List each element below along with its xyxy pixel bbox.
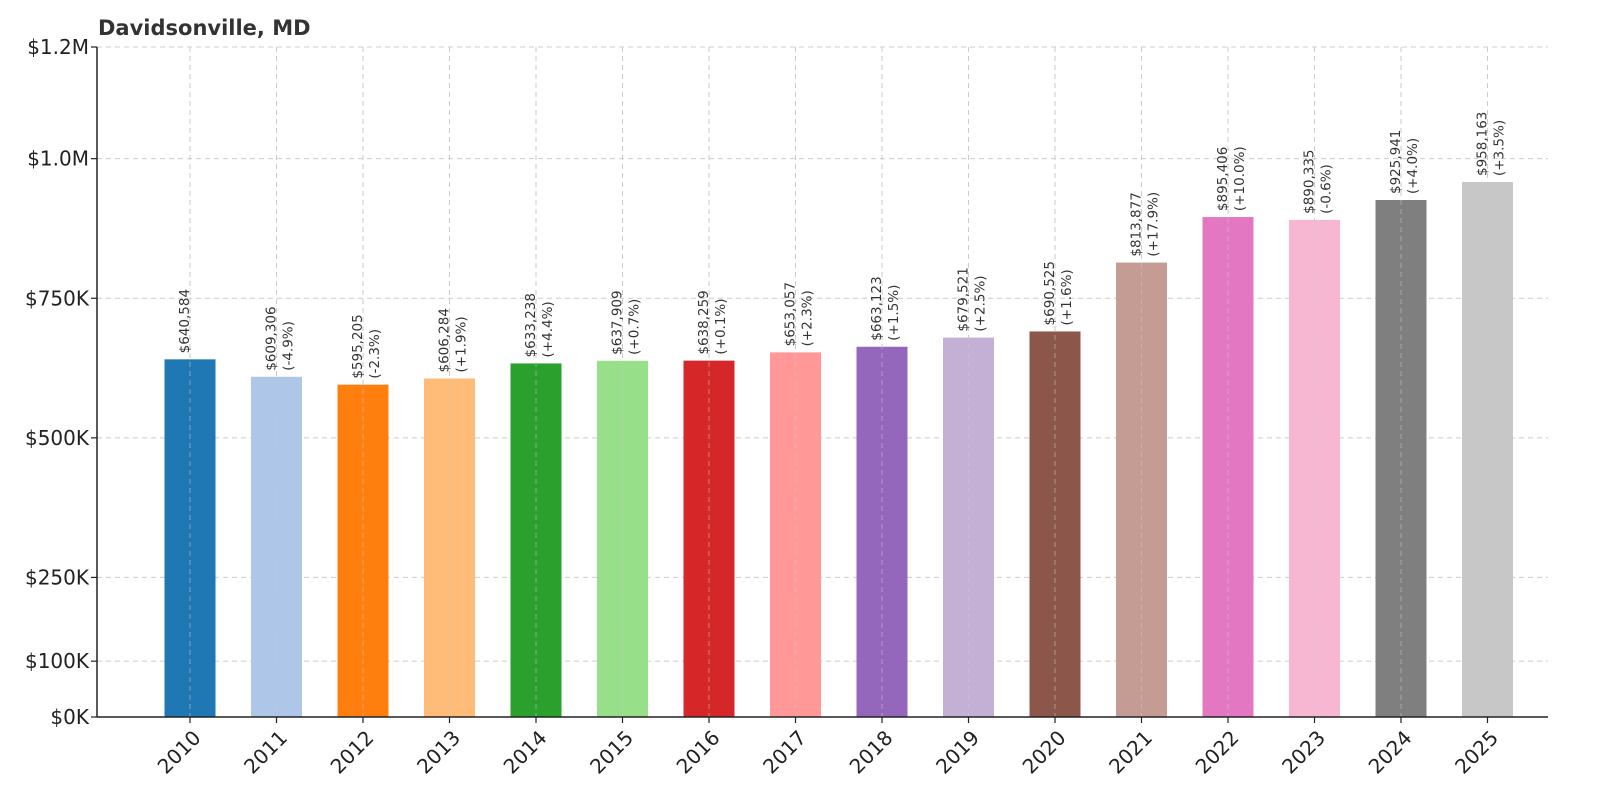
- value-label: $595,205: [350, 314, 366, 378]
- change-label: (+2.3%): [800, 290, 816, 346]
- value-label: $633,238: [523, 293, 539, 357]
- x-tick-label: 2024: [1364, 726, 1417, 779]
- x-tick-label: 2011: [239, 726, 292, 779]
- value-label: $640,584: [177, 289, 193, 353]
- bar-2024: [1375, 200, 1427, 717]
- change-label: (+10.0%): [1232, 146, 1248, 211]
- value-label: $690,525: [1042, 261, 1058, 325]
- change-label: (+0.1%): [713, 298, 729, 354]
- change-label: (+1.6%): [1059, 269, 1075, 325]
- x-tick-label: 2016: [672, 726, 725, 779]
- x-tick-label: 2010: [153, 726, 206, 779]
- value-label: $890,335: [1302, 149, 1318, 213]
- y-tick-label: $500K: [25, 426, 90, 450]
- x-tick-label: 2025: [1450, 726, 1503, 779]
- x-tick-label: 2013: [412, 726, 465, 779]
- change-label: (-0.6%): [1319, 164, 1335, 214]
- value-label: $638,259: [696, 290, 712, 354]
- value-label: $606,284: [437, 308, 453, 372]
- y-tick-label: $1.2M: [27, 35, 89, 59]
- value-label: $637,909: [610, 290, 626, 354]
- x-tick-label: 2015: [585, 726, 638, 779]
- y-tick-label: $100K: [25, 649, 90, 673]
- x-tick-label: 2012: [326, 726, 379, 779]
- x-tick-label: 2021: [1104, 726, 1157, 779]
- y-tick-label: $750K: [25, 286, 90, 310]
- x-tick-label: 2017: [758, 726, 811, 779]
- value-label: $895,406: [1215, 147, 1231, 211]
- value-label: $813,877: [1129, 192, 1145, 256]
- value-label: $609,306: [264, 306, 280, 370]
- change-label: (+3.5%): [1492, 120, 1508, 176]
- change-label: (+17.9%): [1146, 192, 1162, 257]
- change-label: (+4.0%): [1405, 138, 1421, 194]
- y-tick-label: $250K: [25, 565, 90, 589]
- y-tick-label: $1.0M: [27, 147, 89, 171]
- x-tick-label: 2019: [931, 726, 984, 779]
- chart-title: Davidsonville, MD: [98, 16, 311, 40]
- y-tick-label: $0K: [50, 705, 89, 729]
- change-label: (-4.9%): [281, 321, 297, 371]
- x-tick-label: 2020: [1018, 726, 1071, 779]
- value-label: $679,521: [956, 267, 972, 331]
- change-label: (-2.3%): [367, 329, 383, 379]
- bar-2014: [510, 363, 562, 717]
- x-tick-label: 2014: [499, 726, 552, 779]
- change-label: (+0.7%): [627, 299, 643, 355]
- value-label: $653,057: [783, 282, 799, 346]
- change-label: (+1.9%): [454, 316, 470, 372]
- x-tick-label: 2018: [845, 726, 898, 779]
- value-label: $663,123: [869, 276, 885, 340]
- x-tick-label: 2022: [1191, 726, 1244, 779]
- change-label: (+4.4%): [540, 301, 556, 357]
- value-label: $925,941: [1388, 130, 1404, 194]
- value-label: $958,163: [1475, 112, 1491, 176]
- x-tick-label: 2023: [1277, 726, 1330, 779]
- change-label: (+1.5%): [886, 285, 902, 341]
- change-label: (+2.5%): [973, 275, 989, 331]
